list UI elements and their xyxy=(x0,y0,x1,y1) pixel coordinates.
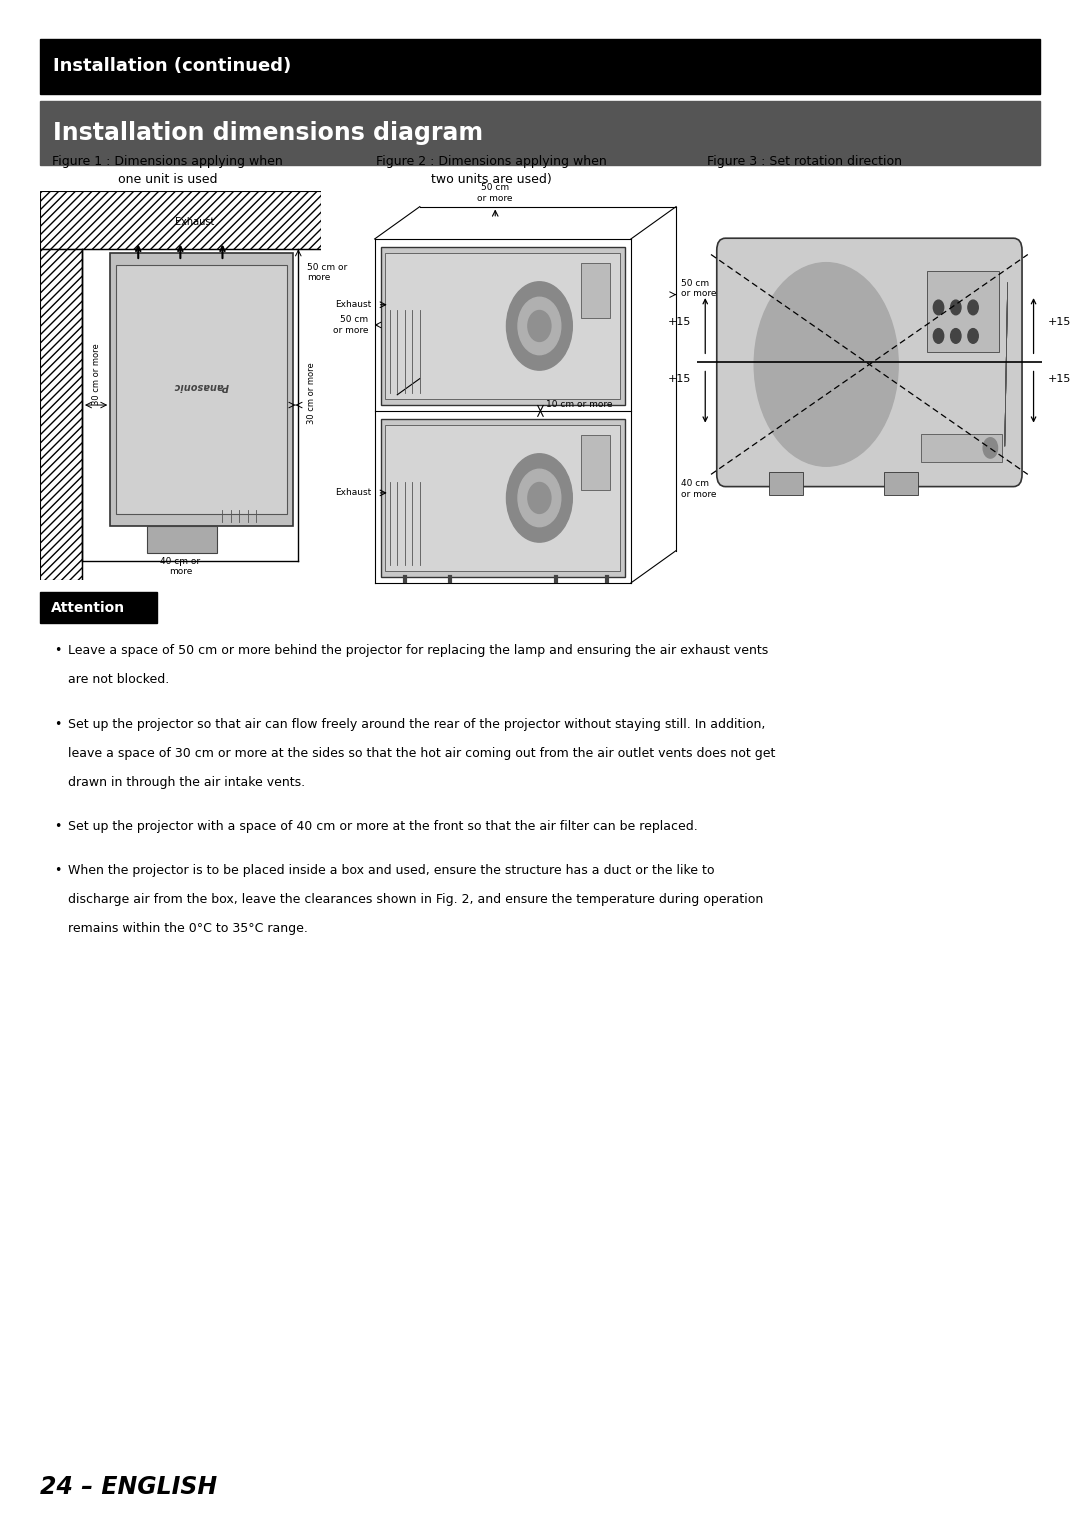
Text: 50 cm or
more: 50 cm or more xyxy=(307,263,347,282)
Circle shape xyxy=(769,282,883,446)
Text: 40 cm
or more: 40 cm or more xyxy=(680,479,716,498)
Bar xyxy=(769,472,804,495)
Text: Installation dimensions diagram: Installation dimensions diagram xyxy=(53,121,483,145)
Text: Exhaust: Exhaust xyxy=(336,489,372,498)
Circle shape xyxy=(950,301,961,315)
Circle shape xyxy=(983,438,998,458)
Text: drawn in through the air intake vents.: drawn in through the air intake vents. xyxy=(68,776,306,789)
Text: 10 cm or more: 10 cm or more xyxy=(546,400,613,409)
Text: 40 cm or
more: 40 cm or more xyxy=(160,557,201,576)
Text: •: • xyxy=(54,864,62,878)
Text: +15: +15 xyxy=(1048,316,1071,327)
Bar xyxy=(883,472,918,495)
Circle shape xyxy=(806,336,847,392)
Text: +15: +15 xyxy=(1048,374,1071,383)
Bar xyxy=(147,525,217,553)
Text: Installation (continued): Installation (continued) xyxy=(53,58,292,75)
Text: Exhaust: Exhaust xyxy=(175,217,214,228)
Text: Figure 2 : Dimensions applying when: Figure 2 : Dimensions applying when xyxy=(376,154,607,168)
Text: Panasonic: Panasonic xyxy=(174,380,229,391)
Circle shape xyxy=(518,469,561,527)
Circle shape xyxy=(507,282,572,370)
Text: +15: +15 xyxy=(667,374,691,383)
Text: one unit is used: one unit is used xyxy=(118,173,217,186)
Text: discharge air from the box, leave the clearances shown in Fig. 2, and ensure the: discharge air from the box, leave the cl… xyxy=(68,893,764,907)
Bar xyxy=(110,253,293,525)
Circle shape xyxy=(933,328,944,344)
Text: Set up the projector with a space of 40 cm or more at the front so that the air : Set up the projector with a space of 40 … xyxy=(68,820,698,834)
Text: are not blocked.: are not blocked. xyxy=(68,673,170,687)
Text: 30 cm or more: 30 cm or more xyxy=(92,344,100,405)
Text: 50 cm
or more: 50 cm or more xyxy=(333,315,368,334)
Bar xyxy=(116,264,287,515)
Text: •: • xyxy=(54,820,62,834)
Text: Leave a space of 50 cm or more behind the projector for replacing the lamp and e: Leave a space of 50 cm or more behind th… xyxy=(68,644,768,658)
Circle shape xyxy=(528,310,551,342)
Circle shape xyxy=(933,301,944,315)
Bar xyxy=(581,435,610,490)
Circle shape xyxy=(950,328,961,344)
Circle shape xyxy=(968,301,978,315)
Bar xyxy=(921,434,1002,463)
Bar xyxy=(40,101,1040,165)
Text: Figure 1 : Dimensions applying when: Figure 1 : Dimensions applying when xyxy=(52,154,283,168)
Bar xyxy=(386,253,620,399)
Circle shape xyxy=(754,263,899,466)
Text: leave a space of 30 cm or more at the sides so that the hot air coming out from : leave a space of 30 cm or more at the si… xyxy=(68,747,775,760)
Bar xyxy=(40,592,157,623)
Text: 50 cm
or more: 50 cm or more xyxy=(680,279,716,298)
Text: When the projector is to be placed inside a box and used, ensure the structure h: When the projector is to be placed insid… xyxy=(68,864,715,878)
Text: remains within the 0°C to 35°C range.: remains within the 0°C to 35°C range. xyxy=(68,922,308,936)
Text: •: • xyxy=(54,718,62,731)
Circle shape xyxy=(528,483,551,513)
Bar xyxy=(581,263,610,318)
Circle shape xyxy=(795,319,858,409)
Bar xyxy=(40,191,321,249)
Bar xyxy=(40,38,1040,93)
Bar xyxy=(380,247,625,405)
Text: 30 cm or more: 30 cm or more xyxy=(307,362,315,425)
Text: 50 cm
or more: 50 cm or more xyxy=(477,183,513,203)
Bar xyxy=(0,0,1080,38)
Bar xyxy=(40,249,82,580)
Circle shape xyxy=(818,353,835,377)
FancyBboxPatch shape xyxy=(717,238,1022,487)
Text: two units are used): two units are used) xyxy=(431,173,552,186)
Text: Exhaust: Exhaust xyxy=(336,301,372,310)
Text: Figure 3 : Set rotation direction: Figure 3 : Set rotation direction xyxy=(707,154,903,168)
Circle shape xyxy=(507,454,572,542)
Bar xyxy=(927,270,999,353)
Text: Set up the projector so that air can flow freely around the rear of the projecto: Set up the projector so that air can flo… xyxy=(68,718,766,731)
Circle shape xyxy=(518,298,561,354)
Circle shape xyxy=(968,328,978,344)
Bar xyxy=(386,425,620,571)
Text: •: • xyxy=(54,644,62,658)
Text: +15: +15 xyxy=(667,316,691,327)
Text: Attention: Attention xyxy=(51,600,125,615)
Text: 24 – ENGLISH: 24 – ENGLISH xyxy=(40,1475,217,1500)
Circle shape xyxy=(783,304,869,426)
Bar xyxy=(380,418,625,577)
